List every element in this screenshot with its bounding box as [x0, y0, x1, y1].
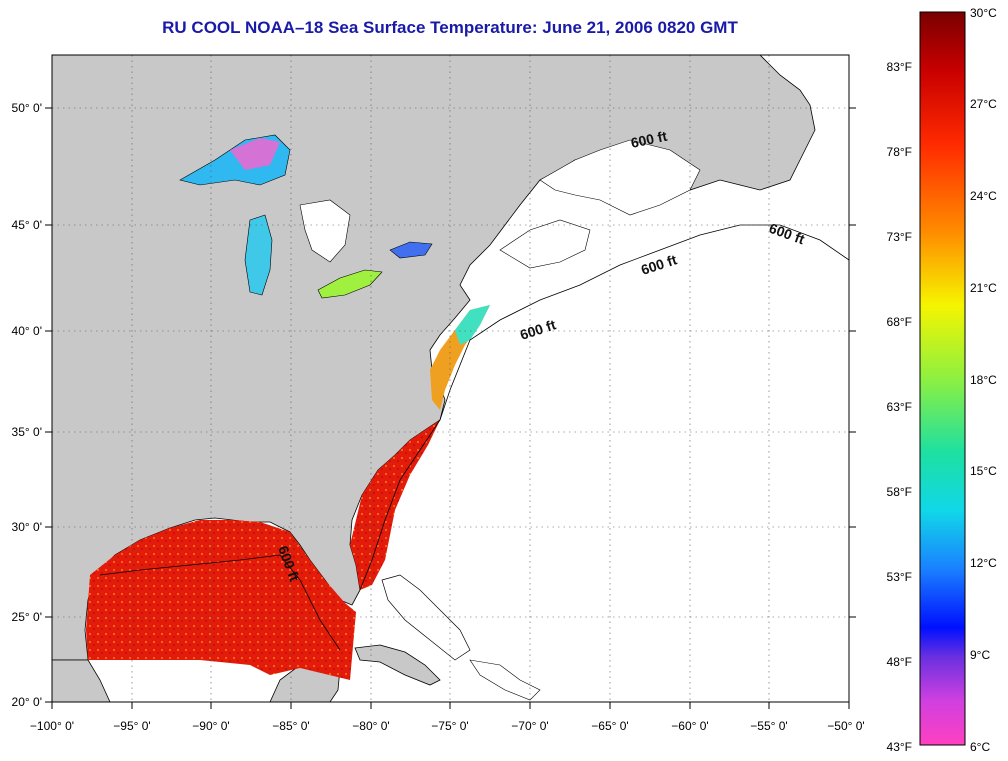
lon-tick-label: −65° 0'	[591, 719, 628, 733]
lat-tick-label: 35° 0'	[12, 425, 42, 439]
colorbar-c-label: 15°C	[970, 464, 997, 478]
lat-tick-label: 45° 0'	[12, 218, 42, 232]
graticule	[52, 55, 849, 702]
lon-tick-label: −75° 0'	[431, 719, 468, 733]
land-cuba	[354, 644, 441, 686]
colorbar-f-label: 58°F	[887, 485, 912, 499]
isobath-600ft	[359, 224, 849, 591]
lat-tick-label: 20° 0'	[12, 695, 42, 709]
lon-tick-label: −70° 0'	[511, 719, 548, 733]
lake-ontario	[389, 241, 433, 259]
bay-of-fundy-region	[499, 219, 591, 269]
lon-axis: −100° 0' −95° 0' −90° 0' −85° 0' −80° 0'…	[30, 719, 865, 733]
atlantic-sst	[350, 420, 440, 590]
lon-tick-label: −80° 0'	[352, 719, 389, 733]
lat-tick-label: 50° 0'	[12, 101, 42, 115]
bahamas	[381, 574, 471, 661]
colorbar-f-label: 43°F	[887, 740, 912, 754]
lon-tick-label: −90° 0'	[192, 719, 229, 733]
lake-huron	[299, 199, 351, 263]
lake-superior-cloud	[230, 138, 280, 170]
colorbar-c-label: 30°C	[970, 6, 997, 20]
colorbar-c-label: 9°C	[970, 648, 990, 662]
lon-tick-label: −100° 0'	[30, 719, 74, 733]
colorbar-c-label: 6°C	[970, 740, 990, 754]
colorbar-f-label: 68°F	[887, 315, 912, 329]
colorbar-f-label: 53°F	[887, 570, 912, 584]
colorbar-c-label: 27°C	[970, 97, 997, 111]
lon-tick-label: −55° 0'	[750, 719, 787, 733]
colorbar-c-label: 21°C	[970, 281, 997, 295]
colorbar-f-label: 48°F	[887, 655, 912, 669]
colorbar-fahrenheit: 83°F 78°F 73°F 68°F 63°F 58°F 53°F 48°F …	[887, 60, 912, 754]
lon-tick-label: −50° 0'	[827, 719, 864, 733]
lat-tick-label: 40° 0'	[12, 324, 42, 338]
lon-tick-label: −95° 0'	[113, 719, 150, 733]
colorbar-f-label: 73°F	[887, 230, 912, 244]
lon-tick-label: −60° 0'	[671, 719, 708, 733]
lake-michigan	[244, 214, 273, 296]
colorbar-f-label: 63°F	[887, 400, 912, 414]
colorbar-c-label: 24°C	[970, 189, 997, 203]
colorbar-celsius: 30°C 27°C 24°C 21°C 18°C 15°C 12°C 9°C 6…	[970, 6, 997, 754]
gulf-isobath	[99, 554, 341, 651]
northeast-sst	[455, 305, 490, 345]
colorbar	[919, 11, 966, 746]
isobath-label: 600 ft	[629, 128, 668, 151]
lon-tick-label: −85° 0'	[272, 719, 309, 733]
gulf-sst	[86, 520, 356, 680]
lat-tick-label: 25° 0'	[12, 610, 42, 624]
bahamas-2	[469, 659, 541, 701]
colorbar-c-label: 12°C	[970, 556, 997, 570]
map-title: RU COOL NOAA–18 Sea Surface Temperature:…	[162, 18, 738, 37]
colorbar-f-label: 83°F	[887, 60, 912, 74]
colorbar-c-label: 18°C	[970, 373, 997, 387]
gulf-st-lawrence	[539, 139, 701, 216]
colorbar-f-label: 78°F	[887, 145, 912, 159]
axis-ticks	[45, 107, 856, 709]
lat-tick-label: 30° 0'	[12, 520, 42, 534]
lake-erie	[317, 269, 383, 299]
lat-axis: 20° 0' 25° 0' 30° 0' 35° 0' 40° 0' 45° 0…	[12, 101, 42, 709]
